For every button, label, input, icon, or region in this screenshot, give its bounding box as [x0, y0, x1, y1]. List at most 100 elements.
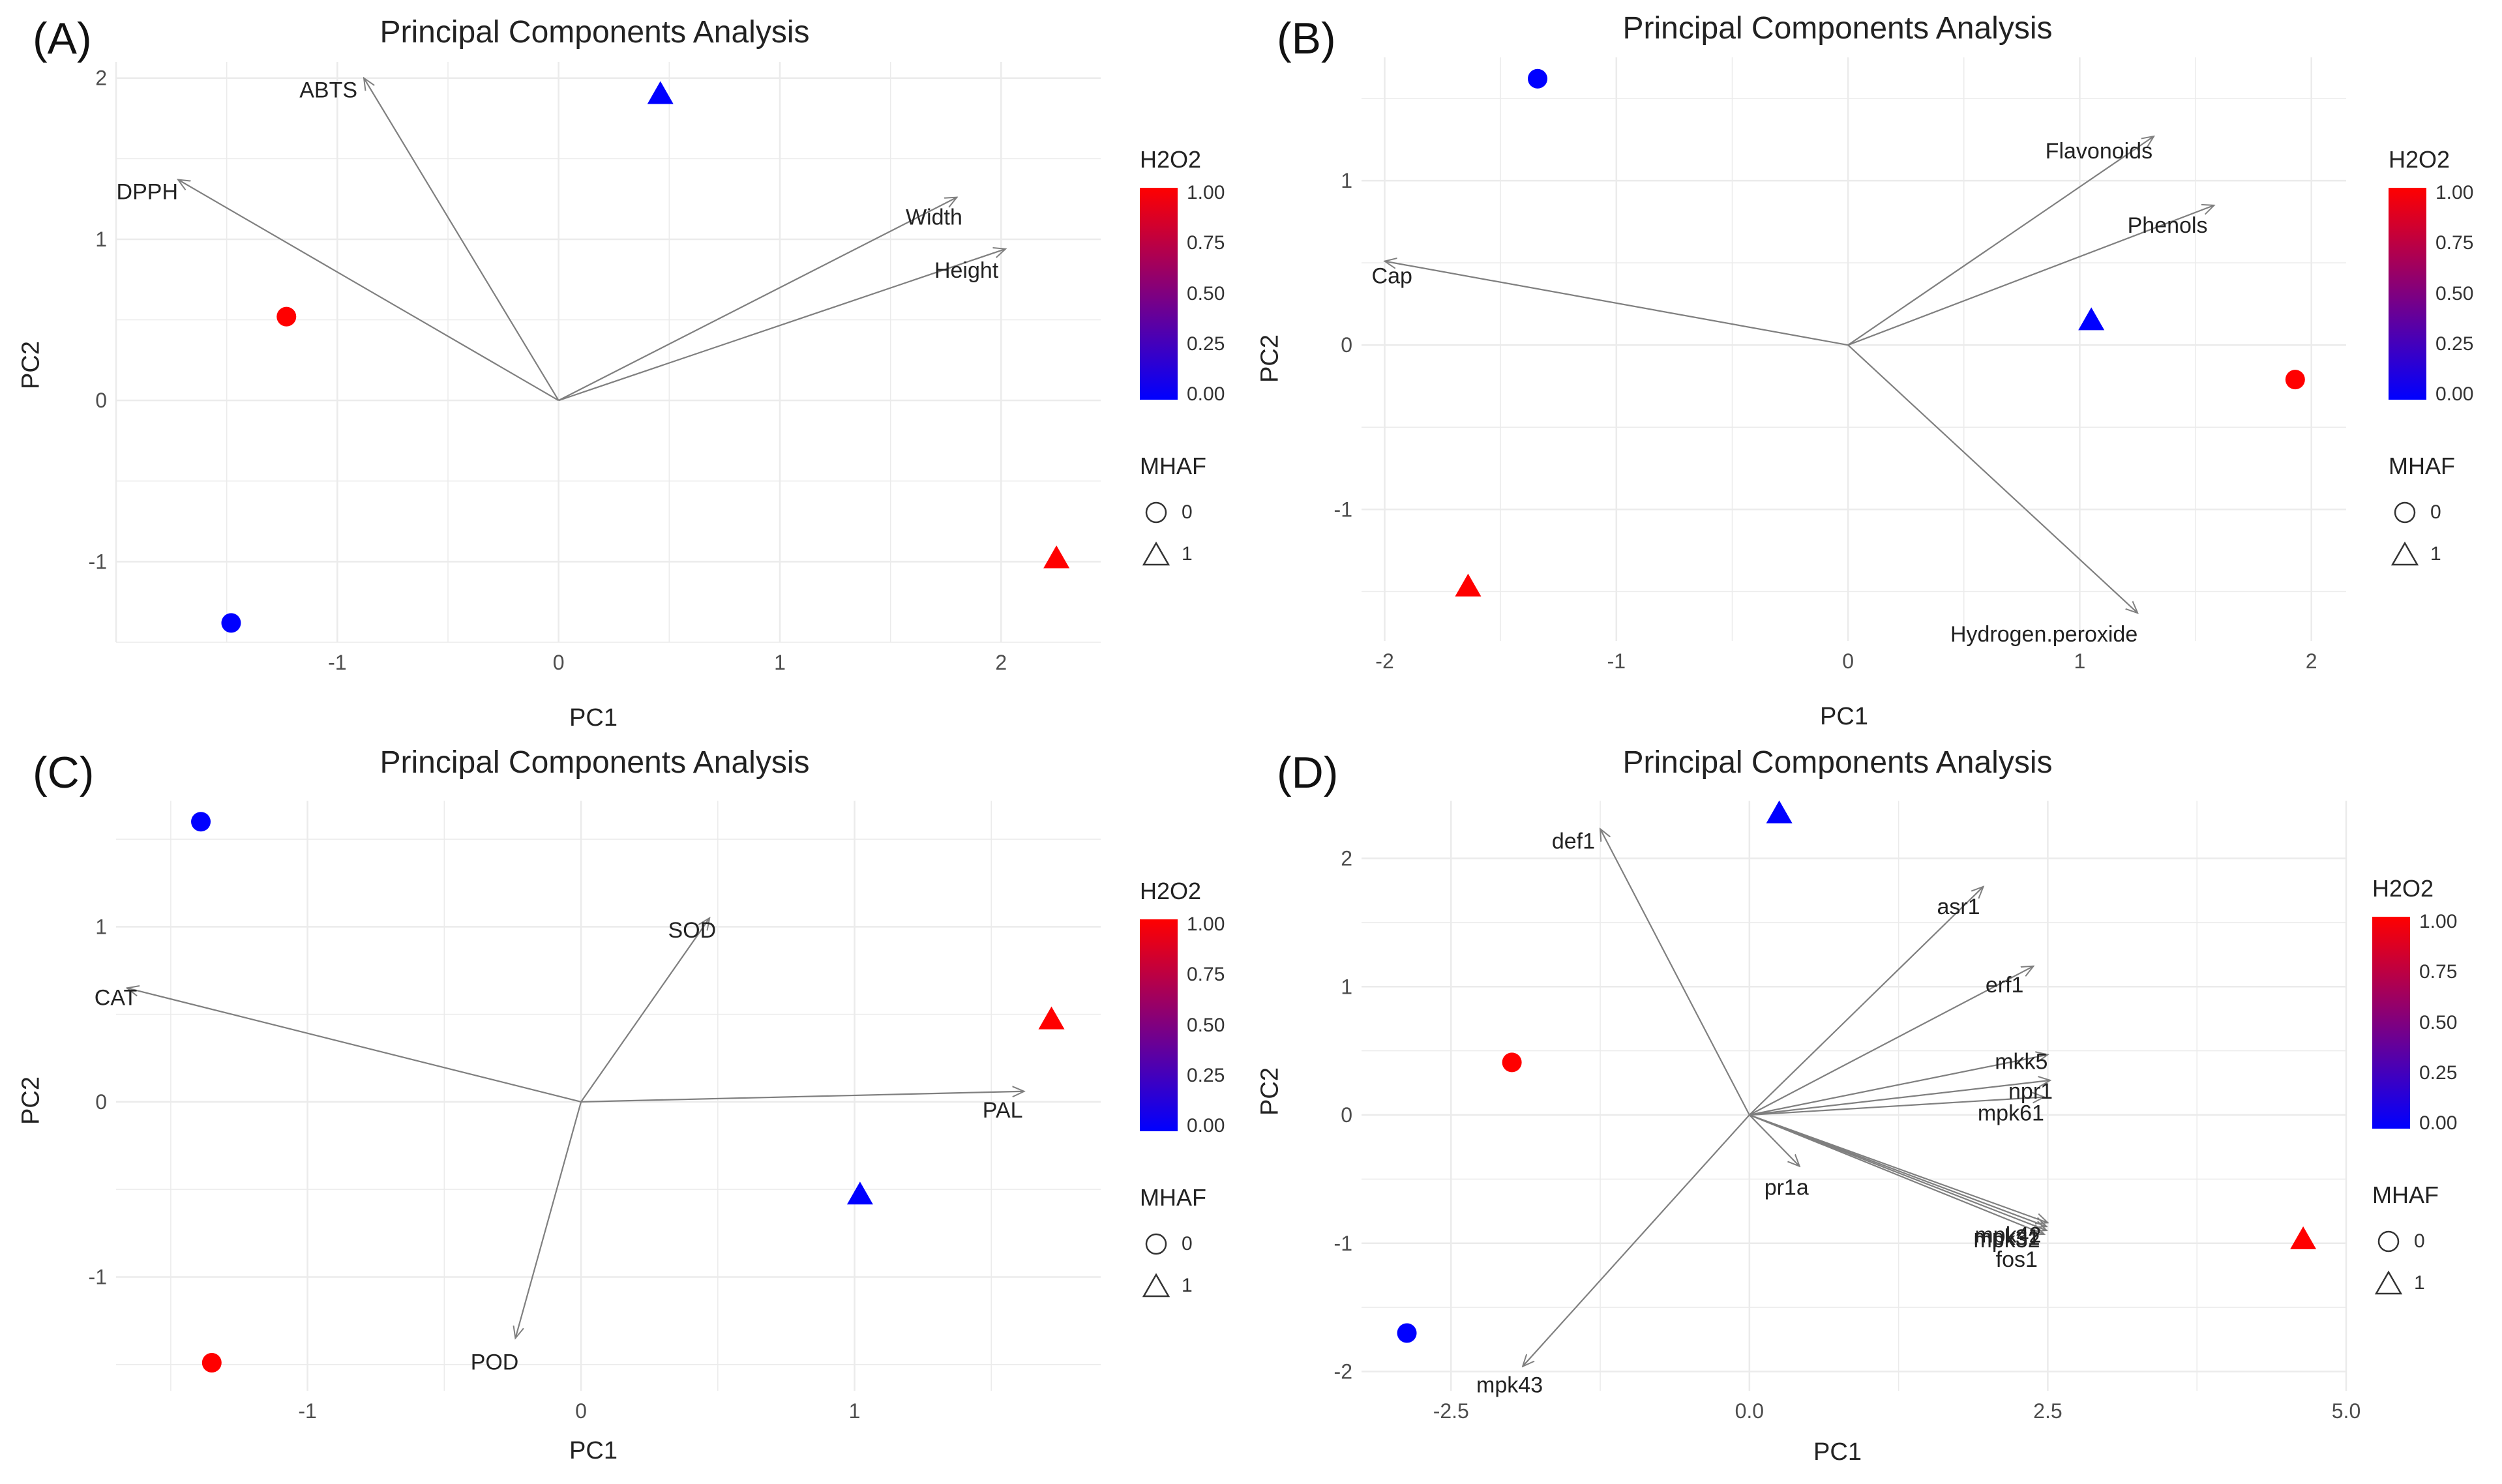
color-bar-tick: 0.00 [1187, 383, 1225, 405]
shape-legend-item: 0 [2372, 1227, 2425, 1256]
y-tick-label: -1 [1334, 497, 1352, 521]
panel-letter: (A) [33, 14, 92, 63]
color-bar-tick: 0.75 [1187, 232, 1225, 254]
loading-label: asr1 [1937, 895, 1980, 919]
color-bar-tick: 0.25 [1187, 333, 1225, 355]
loading-label: POD [471, 1350, 519, 1374]
y-tick-label: 0 [1341, 1103, 1352, 1127]
y-tick-label: 1 [1341, 975, 1352, 998]
x-tick-label: 0.0 [1735, 1399, 1764, 1423]
y-tick-label: 0 [95, 1090, 107, 1114]
data-point-triangle [2290, 1226, 2317, 1249]
x-tick-label: -2.5 [1433, 1399, 1469, 1423]
loading-arrow-sod [580, 918, 709, 1103]
legend: H2O2 1.00 0.75 0.50 0.25 0.00 MHAF 0 1 [1140, 878, 1270, 1334]
shape-legend-label: 1 [1182, 543, 1193, 565]
loading-label: mpk61 [1978, 1101, 2044, 1125]
loading-arrow-pal [581, 1091, 1024, 1103]
loading-arrow-def1 [1600, 829, 1750, 1116]
data-point-circle [1502, 1052, 1522, 1073]
loading-label: pr1a [1765, 1176, 1809, 1200]
panel-c: (C) Principal Components Analysis -1 0 1 -1… [0, 742, 1251, 1484]
panel-d: (D) Principal Components Analysis -2.5 0.… [1251, 742, 2502, 1484]
x-tick-label: -1 [328, 651, 346, 674]
loading-label: CAT [95, 985, 137, 1010]
loading-label: mpk32 [1974, 1228, 2040, 1253]
loading-arrow-mpk61 [1749, 1097, 2044, 1116]
grid [116, 801, 1101, 1391]
y-axis-title: PC2 [1256, 334, 1284, 383]
loading-label: fos1 [1996, 1247, 2038, 1272]
color-bar-tick: 0.00 [2419, 1112, 2458, 1134]
loading-label: Flavonoids [2046, 139, 2152, 164]
data-point-triangle [846, 1181, 873, 1205]
shape-legend-item: 1 [1140, 1271, 1193, 1300]
plot-area: -2 -1 0 1 2 -1 0 1 Flavonoids Phenols Cap Hydrogen.… [1334, 57, 2346, 673]
color-bar-tick: 1.00 [1187, 182, 1225, 203]
color-bar [2372, 917, 2410, 1129]
loading-arrow-mpk32 [1749, 1114, 2047, 1230]
loading-arrow-hydrogen-peroxide [1847, 344, 2137, 613]
data-point-circle [201, 1353, 222, 1373]
loading-arrow-fos1 [1749, 1114, 2044, 1234]
color-bar-tick: 0.50 [2419, 1011, 2458, 1033]
x-tick-label: 0 [575, 1399, 587, 1423]
data-point-circle [276, 306, 297, 327]
x-tick-label: 2 [995, 651, 1007, 674]
loading-arrow-dpph [178, 179, 559, 402]
shape-legend-item: 1 [1140, 540, 1193, 569]
panel-letter: (C) [33, 748, 95, 797]
data-point-triangle [1043, 545, 1070, 569]
data-point-triangle [647, 81, 674, 104]
loading-label: mpk42 [1974, 1223, 2041, 1247]
legend: H2O2 1.00 0.75 0.50 0.25 0.00 MHAF 0 1 [2372, 875, 2502, 1331]
triangle-icon [1142, 541, 1170, 566]
data-point-circle [2285, 370, 2305, 390]
data-point-circle [1528, 68, 1548, 89]
y-tick-label: 1 [95, 915, 107, 938]
chart-title: Principal Components Analysis [380, 745, 810, 780]
y-tick-label: 2 [1341, 847, 1352, 870]
y-axis-title: PC2 [17, 1076, 45, 1125]
x-tick-label: 1 [774, 651, 786, 674]
panel-a: (A) Principal Components Analysis -1 0 1 2-… [0, 0, 1251, 742]
loading-label: mpk31 [1974, 1225, 2040, 1250]
color-bar-tick: 0.50 [2435, 282, 2474, 304]
loading-arrow-npr1 [1749, 1080, 2050, 1116]
color-bar-tick: 0.75 [2419, 961, 2458, 983]
color-bar-tick: 1.00 [2419, 911, 2458, 932]
y-axis-title: PC2 [1256, 1067, 1284, 1116]
x-axis-title: PC1 [1820, 703, 1868, 730]
color-bar-tick: 0.25 [2419, 1061, 2458, 1084]
color-bar-tick: 0.25 [1187, 1064, 1225, 1086]
data-point-circle [1397, 1323, 1417, 1343]
loading-label: mkk5 [1995, 1050, 2048, 1075]
y-tick-label: 2 [95, 67, 107, 90]
x-tick-label: 2 [2306, 649, 2317, 673]
x-tick-label: 0 [1842, 649, 1854, 673]
loading-label: Cap [1372, 264, 1412, 289]
shape-legend-item: 0 [1140, 1230, 1193, 1258]
loading-label: Width [906, 205, 962, 230]
y-tick-label: -2 [1334, 1359, 1352, 1383]
color-bar-tick: 0.75 [1187, 964, 1225, 986]
x-axis-title: PC1 [1813, 1438, 1862, 1466]
shape-legend-label: 0 [1182, 501, 1193, 523]
triangle-icon [2390, 541, 2419, 566]
color-legend-title: H2O2 [1140, 146, 1202, 173]
loading-arrow-cap [1385, 261, 1849, 346]
x-tick-label: 1 [2074, 649, 2086, 673]
data-point-triangle [2078, 307, 2105, 331]
x-tick-label: 0 [553, 651, 565, 674]
data-point-triangle [1038, 1006, 1065, 1030]
shape-legend-title: MHAF [1140, 453, 1206, 479]
x-tick-label: -2 [1375, 649, 1393, 673]
y-tick-label: -1 [89, 550, 107, 573]
grid [1362, 57, 2346, 641]
data-point-circle [221, 613, 241, 633]
y-tick-label: 0 [95, 389, 107, 412]
loading-label: ABTS [299, 78, 357, 103]
panel-letter: (B) [1277, 14, 1336, 63]
color-bar [1140, 188, 1178, 400]
loading-arrow-erf1 [1749, 966, 2034, 1116]
